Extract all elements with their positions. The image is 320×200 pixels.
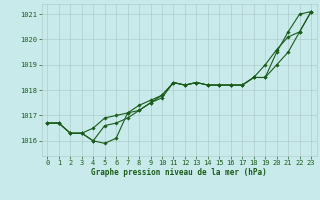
X-axis label: Graphe pression niveau de la mer (hPa): Graphe pression niveau de la mer (hPa) <box>91 168 267 177</box>
